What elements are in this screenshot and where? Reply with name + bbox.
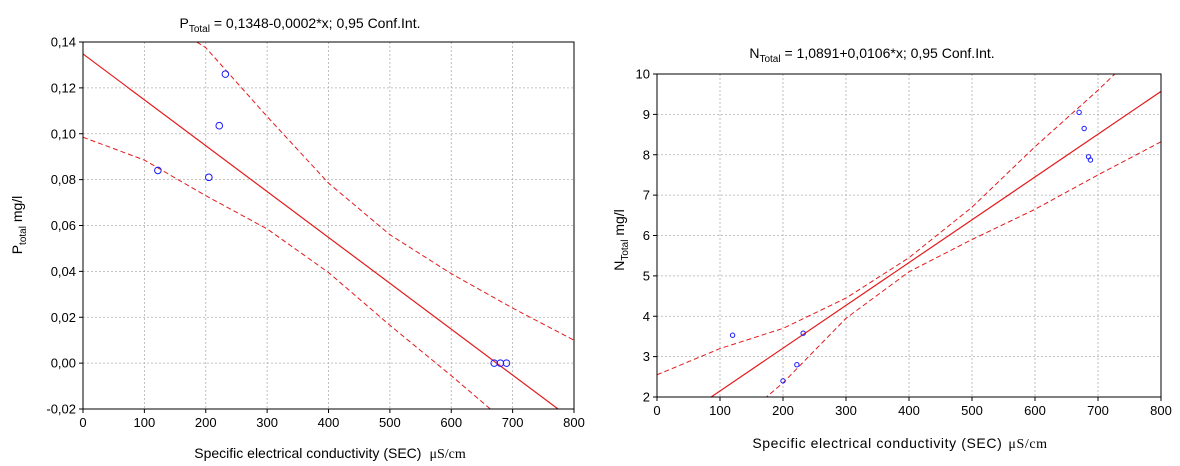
y-tick-label: 3 [643,349,650,364]
data-point [221,70,230,78]
y-tick-label: 0,10 [51,126,76,141]
chart-panel-p-total: PTotal = 0,1348-0,0002*x; 0,95 Conf.Int.… [9,15,585,462]
x-tick-label: 600 [1024,403,1046,418]
x-tick-label: 300 [835,403,857,418]
regression-line [83,53,560,409]
data-point [502,359,511,367]
y-tick-label: 7 [643,188,650,203]
x-axis-label: Specific electrical conductivity (SEC) μS… [194,445,466,462]
plot-area [657,74,1161,397]
confidence-upper-line [195,42,574,341]
data-point [800,330,806,336]
x-tick-label: 0 [653,403,660,418]
grid-lines [657,74,1161,397]
chart-title: NTotal = 1,0891+0,0106*x; 0,95 Conf.Int. [749,45,994,65]
y-tick-label: 5 [643,268,650,283]
y-tick-label: 9 [643,107,650,122]
chart-svg-n-total: NTotal = 1,0891+0,0106*x; 0,95 Conf.Int.… [611,45,1172,452]
y-tick-label: -0,02 [46,402,76,417]
y-tick-label: 0,14 [51,35,76,50]
confidence-upper-line [657,74,1116,376]
data-point [780,378,786,384]
x-axis-label: Specific electrical conductivity (SEC) μS… [752,435,1047,452]
x-tick-label: 0 [79,415,86,430]
x-tick-label: 500 [379,415,401,430]
y-tick-label: 0,02 [51,310,76,325]
chart-panel-n-total: NTotal = 1,0891+0,0106*x; 0,95 Conf.Int.… [590,0,1180,466]
y-tick-label: 0,12 [51,80,76,95]
x-tick-label: 200 [195,415,217,430]
x-tick-label: 200 [772,403,794,418]
x-tick-label: 400 [318,415,340,430]
y-tick-label: 0,00 [51,356,76,371]
axis-ticks: 0 100 200 300 400 500 600 700 800 -0,02 0,00 0,02 0,… [46,35,584,431]
grid-lines [83,42,574,409]
axis-ticks: 0 100 200 300 400 500 600 700 800 2 3 4 5 6 7 8 9 10 [636,67,1172,419]
y-tick-label: 10 [636,67,650,82]
x-tick-label: 400 [898,403,920,418]
y-tick-label: 0,04 [51,264,76,279]
chart-title: PTotal = 0,1348-0,0002*x; 0,95 Conf.Int. [179,15,420,35]
regression-line [710,90,1161,397]
x-tick-label: 700 [1087,403,1109,418]
chart-svg-p-total: PTotal = 0,1348-0,0002*x; 0,95 Conf.Int.… [9,15,585,462]
data-point [154,166,162,175]
data-point [729,332,736,338]
y-tick-label: 2 [643,390,650,405]
y-axis-label: NTotal mg/l [611,209,631,271]
x-tick-label: 800 [1150,403,1172,418]
data-point [1076,109,1082,116]
plot-area [83,42,574,409]
confidence-lower-line [83,136,492,409]
confidence-lower-line [765,141,1161,397]
x-tick-label: 100 [134,415,156,430]
y-axis-label: Ptotal mg/l [9,196,29,255]
data-point [215,121,224,130]
y-tick-label: 0,06 [51,218,76,233]
data-point [1087,157,1094,163]
x-tick-label: 500 [961,403,983,418]
x-tick-label: 800 [563,415,585,430]
x-tick-label: 100 [709,403,731,418]
y-tick-label: 6 [643,228,650,243]
data-point [205,173,213,182]
y-tick-label: 0,08 [51,172,76,187]
data-point [794,362,800,368]
y-tick-label: 4 [643,309,650,324]
x-tick-label: 300 [256,415,278,430]
x-tick-label: 700 [502,415,524,430]
y-tick-label: 8 [643,147,650,162]
data-point [1081,125,1087,132]
x-tick-label: 600 [440,415,462,430]
